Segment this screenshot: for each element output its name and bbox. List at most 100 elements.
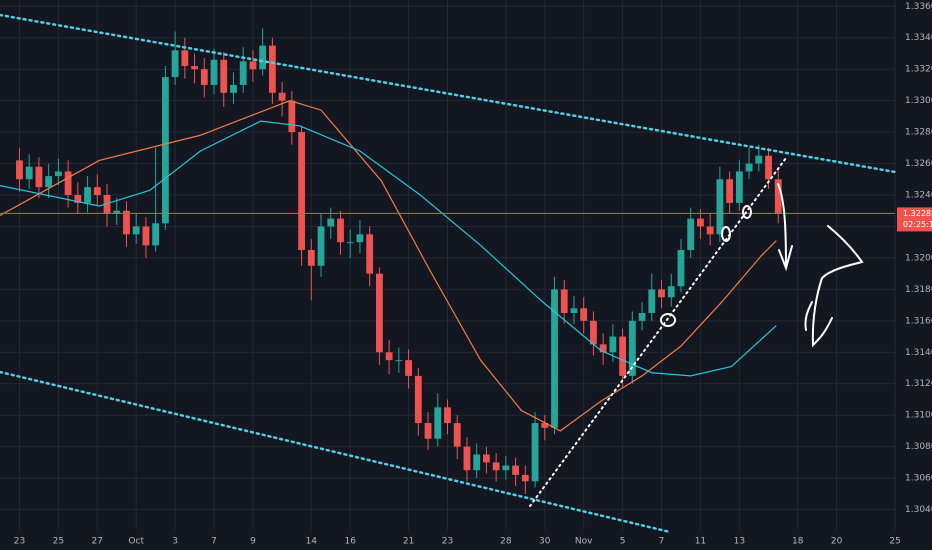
candle-body bbox=[307, 250, 315, 266]
candle-body bbox=[735, 171, 743, 203]
candle-body bbox=[337, 218, 344, 243]
candle-body bbox=[16, 160, 23, 180]
candle-body bbox=[161, 77, 169, 224]
candle-body bbox=[395, 360, 403, 362]
candle-body bbox=[317, 226, 325, 266]
candle-body bbox=[366, 234, 374, 274]
x-tick-label: 18 bbox=[792, 537, 804, 547]
candle-body bbox=[765, 155, 772, 180]
candle-body bbox=[609, 336, 617, 353]
drawings bbox=[0, 13, 897, 534]
candle-body bbox=[210, 59, 218, 85]
y-tick-label: 1.31000 bbox=[905, 411, 932, 421]
candle-body bbox=[74, 195, 82, 203]
y-tick-label: 1.32600 bbox=[905, 159, 932, 169]
candle-body bbox=[502, 465, 510, 471]
x-tick-label: 23 bbox=[14, 537, 25, 547]
candle-body bbox=[521, 474, 529, 482]
candle-body bbox=[142, 226, 150, 246]
candle-body bbox=[113, 210, 121, 214]
scribble-drawing bbox=[804, 225, 864, 348]
candle-body bbox=[414, 375, 422, 424]
x-tick-label: 7 bbox=[211, 537, 217, 547]
candle-body bbox=[239, 61, 247, 85]
x-tick-label: 25 bbox=[53, 537, 64, 547]
candle-body bbox=[200, 69, 208, 85]
candle-body bbox=[619, 336, 627, 376]
x-tick-label: 9 bbox=[250, 537, 256, 547]
candle-body bbox=[123, 210, 130, 235]
candle-body bbox=[181, 50, 189, 67]
candle-body bbox=[560, 289, 568, 313]
x-tick-label: 30 bbox=[539, 537, 551, 547]
support-line bbox=[529, 157, 787, 507]
candle-body bbox=[434, 407, 442, 439]
candle-body bbox=[405, 360, 412, 376]
candle-body bbox=[444, 407, 451, 424]
candle-body bbox=[716, 179, 724, 235]
candle-body bbox=[531, 423, 539, 482]
candle-body bbox=[745, 163, 753, 172]
x-tick-label: 23 bbox=[442, 537, 453, 547]
y-tick-label: 1.32000 bbox=[905, 253, 932, 263]
candle-body bbox=[84, 187, 91, 203]
x-tick-label: 20 bbox=[831, 537, 843, 547]
x-tick-label: 21 bbox=[403, 537, 414, 547]
x-tick-label: Oct bbox=[128, 537, 144, 547]
candle-body bbox=[512, 465, 520, 475]
x-tick-label: 13 bbox=[734, 537, 745, 547]
candle-body bbox=[64, 171, 72, 196]
x-tick-label: 3 bbox=[172, 537, 178, 547]
axes: 1.30400 1.30600 1.30800 1.31000 1.31200 1.314… bbox=[14, 2, 932, 547]
moving-average bbox=[0, 120, 777, 377]
candle-body bbox=[220, 59, 228, 93]
candle-body bbox=[424, 423, 432, 439]
candle-body bbox=[473, 454, 481, 471]
countdown-label: 02:25:10 bbox=[903, 220, 932, 229]
circle-mark bbox=[660, 313, 676, 327]
candle-body bbox=[103, 195, 111, 214]
upper-trend-line bbox=[0, 13, 897, 174]
y-tick-label: 1.33000 bbox=[905, 96, 932, 106]
candle-body bbox=[706, 226, 714, 235]
candle-body bbox=[774, 179, 782, 214]
candle-body bbox=[25, 166, 33, 180]
candle-body bbox=[599, 344, 607, 353]
candle-body bbox=[667, 286, 675, 298]
candle-body bbox=[268, 45, 276, 93]
candle-body bbox=[687, 218, 695, 251]
candle-body bbox=[249, 61, 257, 70]
candle-body bbox=[697, 218, 704, 227]
candle-body bbox=[298, 132, 305, 251]
x-tick-label: 25 bbox=[889, 537, 900, 547]
x-tick-label: 14 bbox=[306, 537, 318, 547]
candle-body bbox=[259, 45, 267, 70]
candle-body bbox=[590, 320, 597, 345]
candle-body bbox=[375, 273, 383, 353]
candle-body bbox=[570, 308, 578, 313]
candle-body bbox=[755, 155, 763, 164]
y-tick-label: 1.31200 bbox=[905, 379, 932, 389]
candle-body bbox=[93, 187, 101, 196]
candle-body bbox=[385, 352, 393, 361]
x-tick-label: 28 bbox=[500, 537, 512, 547]
candle-body bbox=[638, 312, 646, 321]
candle-body bbox=[463, 446, 471, 471]
y-tick-label: 1.32400 bbox=[905, 191, 932, 201]
candle-body bbox=[230, 84, 237, 93]
price-label: 1.32283 bbox=[903, 209, 932, 218]
y-tick-label: 1.30600 bbox=[905, 474, 932, 484]
candle-body bbox=[356, 234, 364, 243]
candle-body bbox=[492, 462, 500, 471]
candle-body bbox=[152, 223, 160, 246]
candle-body bbox=[191, 66, 198, 70]
candle-body bbox=[54, 171, 62, 177]
y-tick-label: 1.33400 bbox=[905, 33, 932, 43]
candle-body bbox=[628, 320, 636, 376]
x-tick-label: 7 bbox=[659, 537, 665, 547]
moving-average bbox=[0, 100, 777, 432]
candle-body bbox=[45, 176, 53, 188]
candle-body bbox=[35, 166, 43, 188]
candle-body bbox=[726, 179, 734, 203]
candles bbox=[0, 28, 895, 494]
